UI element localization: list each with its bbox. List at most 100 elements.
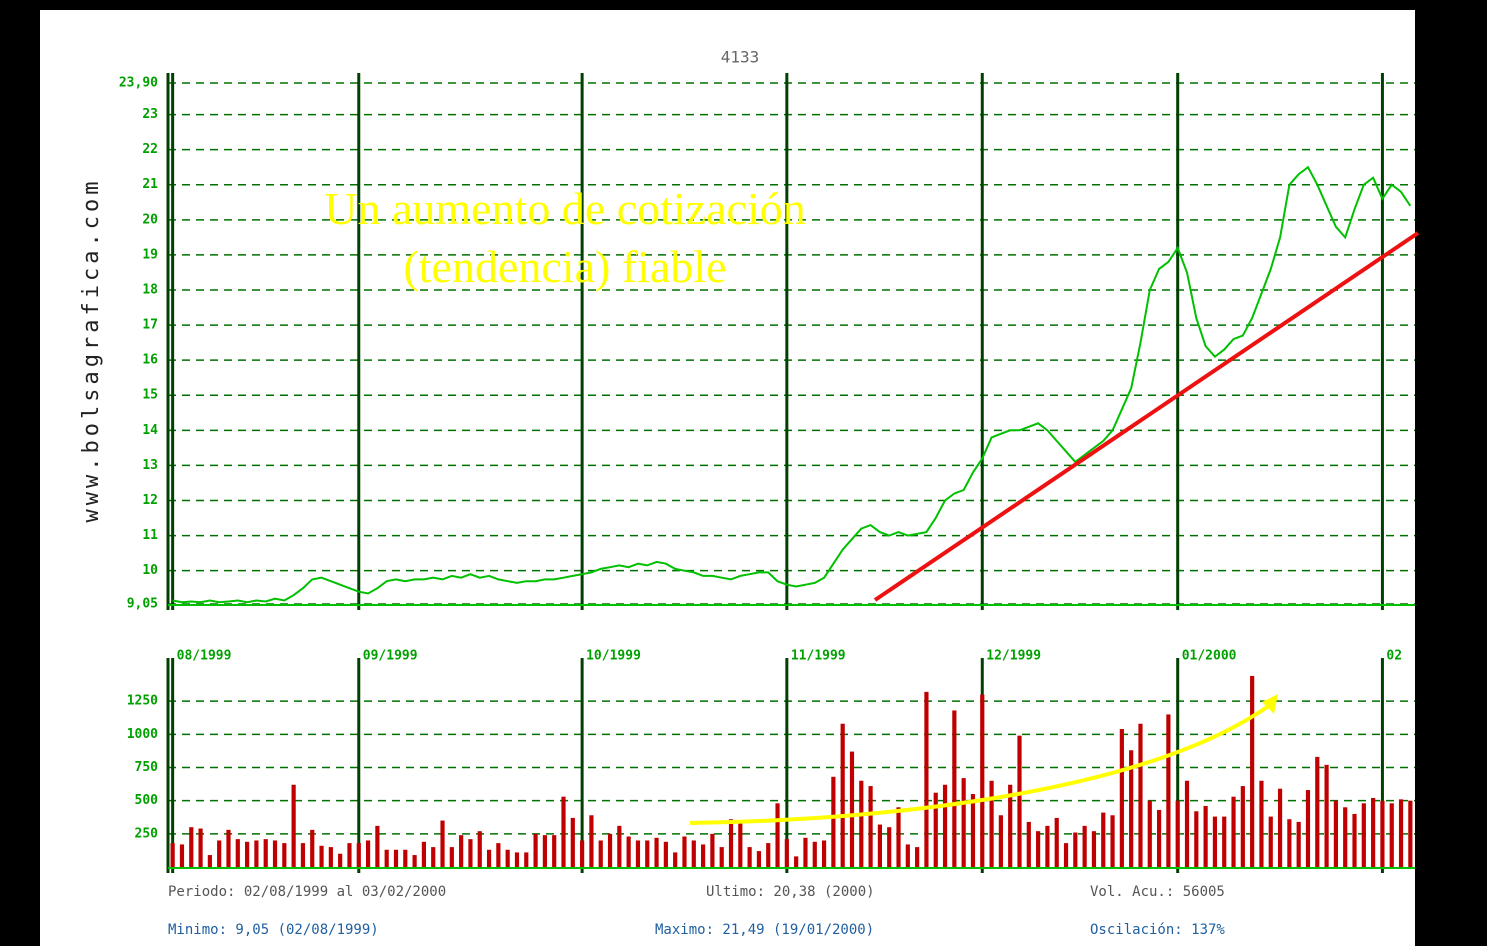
volume-bar xyxy=(766,843,771,867)
volume-bar xyxy=(1398,799,1404,867)
volume-bar xyxy=(431,847,436,867)
volume-bar xyxy=(887,827,892,867)
volume-bar xyxy=(207,855,212,867)
y-tick-label: 250 xyxy=(135,826,159,841)
volume-bar xyxy=(449,847,454,867)
volume-bar xyxy=(635,840,641,867)
volume-bar xyxy=(1231,796,1236,867)
volume-bar xyxy=(896,807,901,867)
volume-bar xyxy=(589,815,594,867)
volume-bar xyxy=(486,849,492,867)
y-tick-label: 9,05 xyxy=(127,597,158,612)
volume-bar xyxy=(1389,803,1394,867)
price-line xyxy=(172,165,1412,604)
volume-bar xyxy=(1333,800,1338,867)
volume-bar xyxy=(1008,784,1013,867)
volume-bar xyxy=(291,784,296,867)
volume-bar xyxy=(282,843,287,867)
volume-bar xyxy=(179,844,185,867)
watermark: www.bolsagrafica.com xyxy=(79,178,104,523)
volume-bar xyxy=(998,815,1003,867)
volume-bar xyxy=(1119,729,1124,867)
volume-bar xyxy=(970,794,976,867)
volume-bar xyxy=(580,840,585,867)
volume-bar xyxy=(254,840,259,867)
volume-bar xyxy=(849,751,855,867)
volume-bar xyxy=(1194,811,1199,867)
x-tick-label: 11/1999 xyxy=(791,649,846,664)
y-tick-label: 500 xyxy=(135,793,159,808)
volume-bar xyxy=(1156,809,1162,867)
volume-bar xyxy=(356,843,361,867)
volume-bar xyxy=(421,841,427,867)
volume-bar xyxy=(1166,714,1171,867)
volume-bar xyxy=(626,836,631,867)
volume-bar xyxy=(915,847,920,867)
volume-bar xyxy=(319,845,324,867)
volume-bar xyxy=(738,823,743,867)
volume-bar xyxy=(170,843,175,867)
y-tick-label: 750 xyxy=(135,760,159,775)
footer-text: Oscilación: 137% xyxy=(1090,922,1225,938)
volume-bar xyxy=(365,840,371,867)
volume-bar xyxy=(263,839,268,867)
y-tick-label: 1250 xyxy=(127,694,158,709)
volume-bar xyxy=(347,843,352,867)
volume-bar xyxy=(459,835,464,867)
volume-bar xyxy=(775,803,780,867)
volume-bar xyxy=(1361,803,1366,867)
volume-bar xyxy=(1371,798,1376,867)
volume-bar xyxy=(300,843,306,867)
volume-bar xyxy=(1343,807,1348,867)
volume-bar xyxy=(496,843,501,867)
volume-bar xyxy=(989,780,994,867)
y-tick-label: 1000 xyxy=(127,727,158,742)
volume-bar xyxy=(1184,780,1190,867)
volume-bar xyxy=(1036,831,1041,867)
arrow-head xyxy=(1262,694,1278,714)
volume-bar xyxy=(552,835,557,867)
volume-bar xyxy=(1110,815,1115,867)
volume-bar xyxy=(645,840,650,867)
footer-text: Minimo: 9,05 (02/08/1999) xyxy=(168,922,379,938)
volume-bar xyxy=(189,827,194,867)
volume-bar xyxy=(821,840,827,867)
volume-bar xyxy=(1203,805,1208,867)
volume-bar xyxy=(728,819,734,867)
annotation: Un aumento de cotización (tendencia) fia… xyxy=(324,183,806,292)
volume-bar xyxy=(1315,756,1320,867)
volume-bar xyxy=(505,849,510,867)
y-tick-label: 13 xyxy=(142,458,158,473)
volume-bar xyxy=(598,840,603,867)
volume-bar xyxy=(1026,821,1031,867)
volume-bar xyxy=(542,835,547,867)
y-tick-label: 11 xyxy=(142,528,158,543)
y-tick-label: 12 xyxy=(142,493,158,508)
volume-bar xyxy=(524,852,529,867)
volume-bar xyxy=(403,849,408,867)
y-tick-label: 19 xyxy=(142,247,158,262)
volume-bar xyxy=(561,796,566,867)
volume-bar xyxy=(468,839,473,867)
volume-bar xyxy=(840,723,845,867)
y-tick-label: 23,90 xyxy=(119,76,158,91)
volume-bar xyxy=(682,836,687,867)
footer-text: Ultimo: 20,38 (2000) xyxy=(706,884,875,900)
volume-bar xyxy=(756,851,762,867)
volume-bar xyxy=(1063,843,1069,867)
volume-bar xyxy=(1277,788,1283,867)
volume-bar xyxy=(1101,812,1106,867)
volume-bar xyxy=(384,849,389,867)
volume-arrow xyxy=(689,703,1272,825)
volume-bar xyxy=(1054,817,1059,867)
volume-bar xyxy=(1138,723,1143,867)
volume-bar xyxy=(533,833,538,867)
volume-bar xyxy=(1240,786,1245,867)
y-tick-label: 21 xyxy=(142,177,158,192)
volume-bar xyxy=(1259,780,1264,867)
volume-bar xyxy=(570,817,575,867)
volume-bar xyxy=(933,792,938,867)
volume-bar xyxy=(338,853,343,867)
volume-bar xyxy=(691,840,696,867)
volume-bar xyxy=(1082,825,1087,867)
